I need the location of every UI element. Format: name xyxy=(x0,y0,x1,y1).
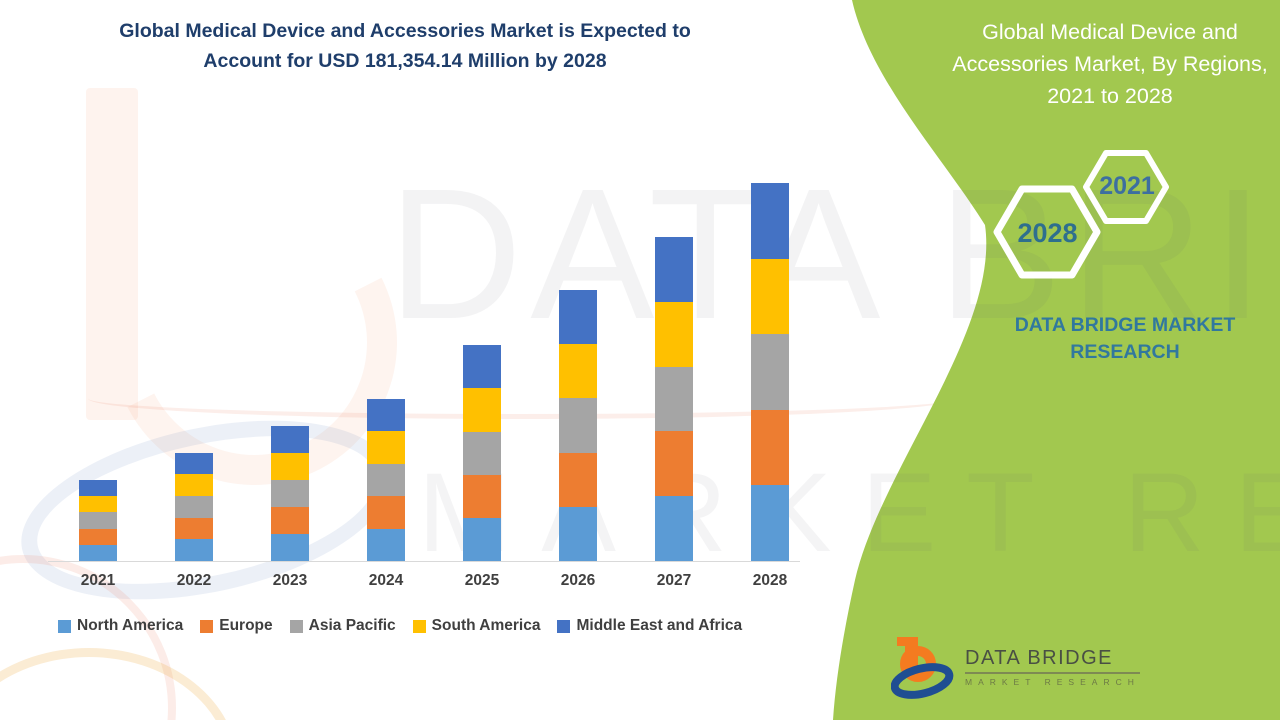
legend-label: Middle East and Africa xyxy=(576,617,743,634)
bar-segment-2021-south-america xyxy=(79,496,117,513)
legend-swatch xyxy=(58,619,71,633)
x-axis-label-2022: 2022 xyxy=(176,572,212,589)
stacked-bar-2024 xyxy=(367,398,405,561)
bar-segment-2022-south-america xyxy=(175,474,213,496)
x-axis-label-2024: 2024 xyxy=(368,572,404,589)
legend-item-south-america: South America xyxy=(412,617,541,635)
bar-segment-2028-europe xyxy=(751,409,789,486)
bar-segment-2025-europe xyxy=(463,474,501,518)
legend-swatch xyxy=(289,619,303,633)
stacked-bar-2026 xyxy=(559,290,597,561)
logo-tagline: MARKET RESEARCH xyxy=(965,677,1140,687)
chart-title: Global Medical Device and Accessories Ma… xyxy=(40,16,770,76)
hexagon-2028-outline xyxy=(993,185,1101,279)
sidebar-brand-text: DATA BRIDGE MARKET RESEARCH xyxy=(1014,314,1236,363)
bar-segment-2022-middle-east-and-africa xyxy=(175,452,213,475)
bar-segment-2025-north-america xyxy=(463,517,501,561)
bar-segment-2027-europe xyxy=(655,431,693,497)
x-axis-labels: 2021 2022 2023 2024 2025 2026 2027 2028 xyxy=(0,572,820,592)
data-bridge-logo-icon xyxy=(891,637,954,699)
chart-title-line1: Global Medical Device and Accessories Ma… xyxy=(119,20,691,42)
bar-segment-2028-asia-pacific xyxy=(751,334,789,410)
bar-segment-2026-europe xyxy=(559,452,597,507)
bar-segment-2027-south-america xyxy=(655,301,693,367)
data-bridge-logo: DATA BRIDGE MARKET RESEARCH xyxy=(891,634,1140,700)
bar-segment-2021-middle-east-and-africa xyxy=(79,480,117,497)
bar-segment-2026-north-america xyxy=(559,506,597,561)
legend-item-north-america: North America xyxy=(58,617,183,635)
bar-segment-2023-north-america xyxy=(271,534,309,561)
legend-item-middle-east-and-africa: Middle East and Africa xyxy=(557,617,742,635)
legend-label: Asia Pacific xyxy=(308,617,396,634)
bar-segment-2022-north-america xyxy=(175,539,213,561)
legend-label: Europe xyxy=(219,617,273,634)
bar-segment-2027-asia-pacific xyxy=(655,366,693,432)
legend-swatch xyxy=(200,619,214,633)
legend-label: South America xyxy=(431,617,541,634)
bar-segment-2023-middle-east-and-africa xyxy=(271,426,309,454)
stacked-bar-2028 xyxy=(751,183,789,561)
x-axis-line xyxy=(48,561,800,562)
bar-segment-2027-north-america xyxy=(655,496,693,561)
bar-segment-2026-middle-east-and-africa xyxy=(559,290,597,345)
stacked-bar-2027 xyxy=(655,237,693,561)
bar-segment-2025-middle-east-and-africa xyxy=(463,345,501,389)
bar-segment-2024-europe xyxy=(367,496,405,529)
legend-swatch xyxy=(412,619,426,633)
bar-segment-2024-asia-pacific xyxy=(367,463,405,497)
bar-segment-2022-europe xyxy=(175,517,213,540)
sidebar-heading: Global Medical Device and Accessories Ma… xyxy=(952,20,1268,108)
bar-segment-2027-middle-east-and-africa xyxy=(655,237,693,302)
bar-segment-2025-asia-pacific xyxy=(463,431,501,475)
x-axis-label-2026: 2026 xyxy=(560,572,596,589)
stacked-bar-2025 xyxy=(463,345,501,561)
legend-item-europe: Europe xyxy=(200,617,273,635)
bar-segment-2021-asia-pacific xyxy=(79,512,117,529)
legend-item-asia-pacific: Asia Pacific xyxy=(289,617,396,635)
bar-segment-2022-asia-pacific xyxy=(175,495,213,518)
bar-chart-plot-area xyxy=(0,0,820,561)
x-axis-label-2027: 2027 xyxy=(656,572,692,589)
chart-legend: North America Europe Asia Pacific South Ame… xyxy=(58,617,742,635)
bar-segment-2024-north-america xyxy=(367,528,405,561)
bar-segment-2021-europe xyxy=(79,528,117,545)
legend-label: North America xyxy=(77,617,184,634)
bar-segment-2028-south-america xyxy=(751,258,789,335)
bar-segment-2028-north-america xyxy=(751,485,789,561)
stacked-bar-2021 xyxy=(79,480,117,561)
legend-swatch xyxy=(557,619,571,633)
x-axis-label-2021: 2021 xyxy=(80,572,116,589)
hexagon-year-badges xyxy=(993,150,1169,279)
hexagon-year-2021: 2021 xyxy=(1099,172,1155,200)
bar-segment-2028-middle-east-and-africa xyxy=(751,183,789,259)
x-axis-label-2025: 2025 xyxy=(464,572,500,589)
bar-segment-2023-asia-pacific xyxy=(271,480,309,508)
stacked-bar-2022 xyxy=(175,452,213,561)
hexagon-2021-outline xyxy=(1083,150,1169,224)
bar-segment-2026-south-america xyxy=(559,344,597,399)
bar-segment-2021-north-america xyxy=(79,544,117,561)
bar-segment-2023-europe xyxy=(271,507,309,535)
x-axis-label-2023: 2023 xyxy=(272,572,308,589)
bar-segment-2024-middle-east-and-africa xyxy=(367,398,405,432)
stacked-bar-2023 xyxy=(271,426,309,561)
bar-segment-2024-south-america xyxy=(367,431,405,464)
bar-segment-2023-south-america xyxy=(271,453,309,481)
logo-name: DATA BRIDGE xyxy=(965,647,1140,674)
x-axis-label-2028: 2028 xyxy=(752,572,788,589)
bar-segment-2025-south-america xyxy=(463,388,501,432)
bar-segment-2026-asia-pacific xyxy=(559,398,597,453)
hexagon-year-2028: 2028 xyxy=(1017,218,1078,248)
chart-title-line2: Account for USD 181,354.14 Million by 20… xyxy=(203,50,607,72)
